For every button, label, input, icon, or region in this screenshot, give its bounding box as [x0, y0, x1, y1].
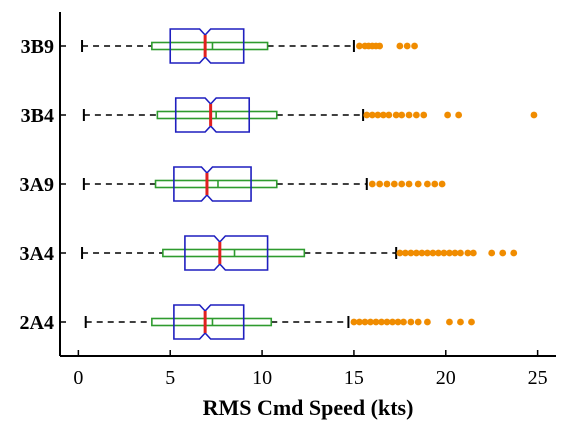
outlier-point [424, 180, 431, 188]
outlier-point [383, 180, 391, 188]
outlier-point [361, 318, 369, 326]
inner-box [156, 110, 278, 120]
inner-box [154, 179, 278, 189]
outlier-point [350, 318, 358, 326]
outlier-point [457, 318, 464, 326]
outlier-point [438, 180, 446, 188]
x-tick-label: 5 [165, 367, 175, 389]
outlier-point [499, 249, 507, 257]
outlier-point [372, 318, 380, 326]
outlier-point [530, 111, 538, 119]
outlier-point [414, 318, 422, 326]
outlier-point [435, 249, 442, 257]
outlier-point [424, 318, 431, 326]
box-group-3a9 [82, 166, 446, 202]
outlier-point [431, 180, 439, 188]
outlier-point [455, 111, 463, 119]
outlier-point [376, 42, 384, 50]
outlier-point [396, 42, 404, 50]
box-group-3b9 [81, 28, 418, 64]
outlier-point [374, 111, 382, 119]
outlier-point [398, 180, 406, 188]
outlier-point [396, 249, 404, 257]
outlier-point [451, 249, 459, 257]
outlier-point [414, 180, 422, 188]
outlier-point [412, 111, 420, 119]
outlier-point [510, 249, 518, 257]
outlier-point [407, 318, 415, 326]
outlier-point [379, 111, 387, 119]
outlier-point [368, 180, 376, 188]
outlier-point [378, 318, 385, 326]
outlier-point [424, 249, 431, 257]
x-ticks: 0 5 10 15 20 25 [73, 350, 548, 389]
outlier-point [367, 318, 374, 326]
outlier-point [420, 111, 428, 119]
outlier-point [488, 249, 496, 257]
inner-box [162, 248, 306, 258]
category-labels: 3B9 3B4 3A9 3A4 2A4 [20, 36, 66, 334]
outlier-point [403, 42, 411, 50]
outlier-point [368, 111, 376, 119]
outlier-point [363, 111, 371, 119]
x-tick-label: 15 [344, 367, 364, 389]
outlier-point [457, 249, 464, 257]
outlier-point [469, 249, 477, 257]
outlier-point [412, 249, 420, 257]
x-tick-label: 0 [73, 367, 83, 389]
outlier-point [392, 111, 400, 119]
axes [59, 12, 556, 357]
outlier-point [405, 180, 413, 188]
category-label: 3A9 [20, 174, 54, 196]
x-tick-label: 20 [436, 367, 456, 389]
outlier-point [390, 180, 398, 188]
category-label: 3B4 [21, 105, 54, 127]
outlier-point [405, 111, 413, 119]
outlier-point [418, 249, 426, 257]
outlier-point [446, 249, 453, 257]
outlier-point [398, 111, 406, 119]
notched-box [173, 166, 252, 202]
notched-box [173, 304, 245, 340]
box-group-3a4 [81, 235, 518, 271]
notched-box [174, 97, 251, 133]
outlier-point [383, 318, 391, 326]
outlier-point [394, 318, 402, 326]
outlier-point [400, 318, 407, 326]
category-label: 3A4 [20, 243, 54, 265]
outlier-point [429, 249, 437, 257]
outlier-point [464, 249, 472, 257]
notched-box [184, 235, 269, 271]
outlier-point [376, 180, 384, 188]
outlier-point [468, 318, 475, 326]
category-label: 2A4 [20, 312, 54, 334]
category-label: 3B9 [21, 36, 54, 58]
outlier-point [444, 111, 452, 119]
inner-box [151, 41, 269, 51]
x-tick-label: 10 [252, 367, 272, 389]
outlier-point [440, 249, 448, 257]
box-group-3b4 [82, 97, 538, 133]
box-group-2a4 [84, 304, 475, 340]
outlier-point [407, 249, 415, 257]
outlier-point [446, 318, 453, 326]
outlier-point [389, 318, 396, 326]
notched-box [169, 28, 245, 64]
inner-box [151, 317, 273, 327]
outlier-point [356, 42, 363, 50]
plot-area [81, 28, 538, 340]
x-axis-title: RMS Cmd Speed (kts) [203, 395, 414, 420]
x-tick-label: 25 [528, 367, 548, 389]
outlier-point [385, 111, 393, 119]
outlier-point [356, 318, 363, 326]
outlier-point [411, 42, 418, 50]
outlier-point [401, 249, 409, 257]
